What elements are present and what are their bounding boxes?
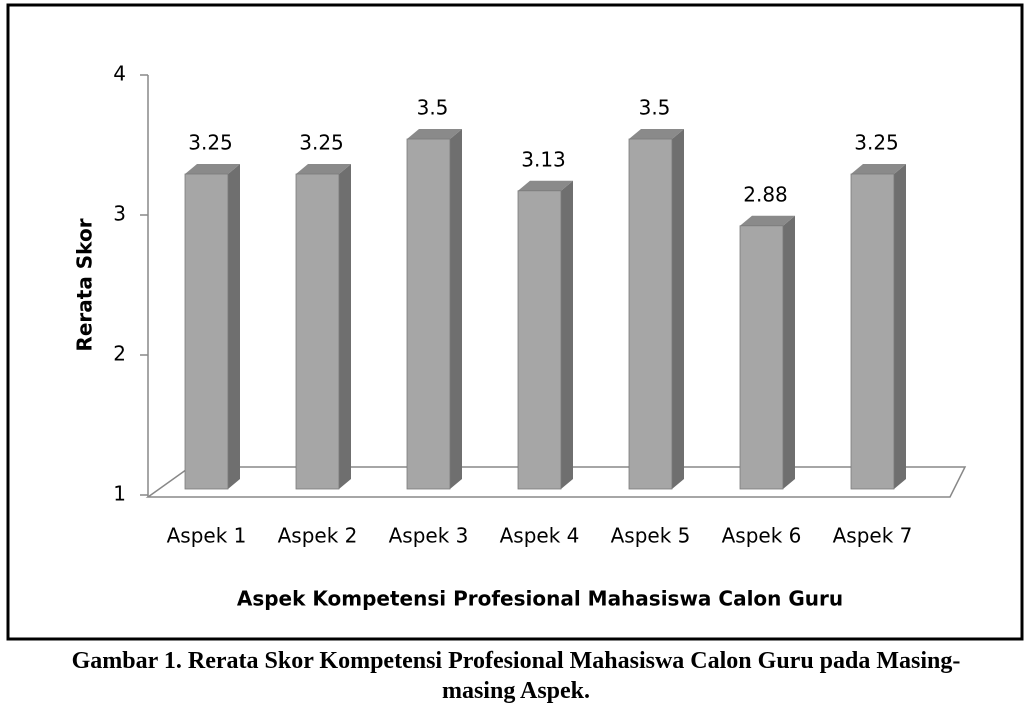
- x-tick-label: Aspek 5: [611, 524, 691, 548]
- y-tick-label: 1: [113, 482, 126, 506]
- x-tick-label: Aspek 4: [500, 524, 580, 548]
- bar: [628, 138, 673, 490]
- data-label: 3.25: [188, 131, 233, 155]
- y-axis-label: Rerata Skor: [73, 218, 97, 351]
- bar-top: [518, 180, 573, 191]
- bar: [850, 173, 895, 490]
- data-label: 3.5: [639, 96, 671, 120]
- bar-side: [783, 215, 795, 490]
- chart: Rerata Skor Aspek Kompetensi Profesional…: [6, 3, 1024, 641]
- data-label: 3.25: [854, 131, 899, 155]
- x-tick-label: Aspek 6: [722, 524, 802, 548]
- bar-side: [228, 164, 240, 489]
- x-tick-label: Aspek 7: [833, 524, 913, 548]
- bar-top: [185, 164, 240, 174]
- bar-side: [561, 180, 573, 490]
- x-tick-label: Aspek 2: [278, 524, 358, 548]
- bar-top: [740, 215, 795, 226]
- floor: [145, 466, 967, 498]
- bar-side: [672, 129, 684, 489]
- bar-top: [407, 129, 462, 139]
- y-tick-label: 4: [113, 62, 126, 86]
- caption-line: Gambar 1. Rerata Skor Kompetensi Profesi…: [71, 648, 961, 674]
- x-axis-label: Aspek Kompetensi Profesional Mahasiswa C…: [237, 587, 843, 611]
- y-tick-label: 2: [113, 342, 126, 366]
- caption-line: masing Aspek.: [441, 678, 591, 704]
- bar-side: [894, 164, 906, 489]
- bar-top: [296, 164, 351, 174]
- bar-side: [339, 164, 351, 489]
- bar: [406, 138, 451, 490]
- bar: [184, 173, 229, 490]
- x-tick-label: Aspek 3: [389, 524, 469, 548]
- data-label: 2.88: [743, 182, 788, 206]
- data-label: 3.25: [299, 131, 344, 155]
- data-label: 3.13: [521, 147, 566, 171]
- bar: [739, 225, 784, 490]
- bar-side: [450, 129, 462, 489]
- bar: [295, 173, 340, 490]
- bar: [517, 190, 562, 490]
- data-label: 3.5: [417, 96, 449, 120]
- bar-top: [629, 129, 684, 139]
- bar-top: [851, 164, 906, 174]
- y-tick-label: 3: [113, 202, 126, 226]
- x-tick-label: Aspek 1: [167, 524, 247, 548]
